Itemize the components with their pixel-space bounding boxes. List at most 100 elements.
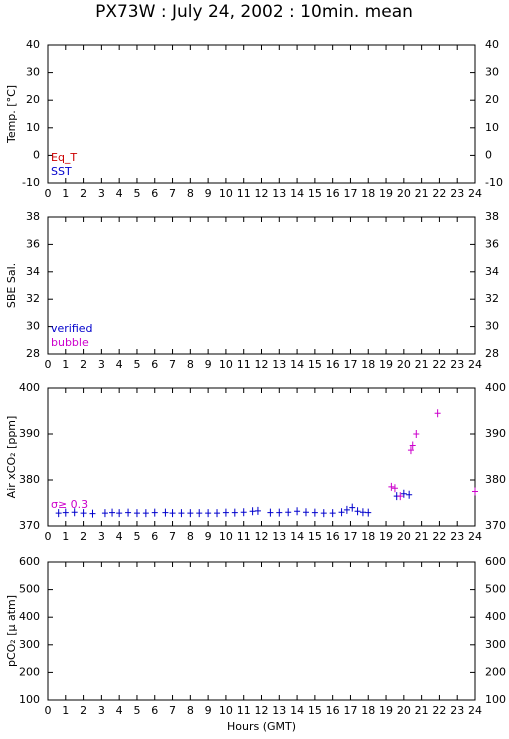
x-tick-label: 5 (133, 704, 140, 717)
x-tick-label: 22 (432, 704, 446, 717)
x-tick-label: 4 (116, 187, 123, 200)
x-tick-label: 12 (255, 358, 269, 371)
x-tick-label: 21 (415, 530, 429, 543)
y-tick-label: 30 (485, 320, 499, 333)
x-tick-label: 8 (187, 704, 194, 717)
x-tick-label: 21 (415, 358, 429, 371)
x-tick-label: 5 (133, 187, 140, 200)
y-tick-label: 500 (485, 583, 506, 596)
x-tick-label: 8 (187, 358, 194, 371)
x-tick-label: 17 (343, 358, 357, 371)
y-tick-label: 32 (485, 292, 499, 305)
data-point (354, 507, 361, 516)
y-tick-label: 390 (485, 427, 506, 440)
data-point (294, 507, 301, 516)
x-tick-label: 24 (468, 704, 482, 717)
y-tick-label: 100 (19, 693, 40, 706)
y-tick-label: 380 (485, 473, 506, 486)
x-tick-label: 7 (169, 358, 176, 371)
data-point (222, 508, 229, 517)
data-point (116, 509, 123, 518)
x-tick-label: 21 (415, 704, 429, 717)
x-tick-label: 22 (432, 358, 446, 371)
y-tick-label: 200 (485, 665, 506, 678)
x-tick-label: 1 (62, 530, 69, 543)
data-point (388, 482, 395, 491)
legend-label: bubble (51, 336, 89, 349)
x-tick-label: 8 (187, 530, 194, 543)
x-tick-label: 15 (308, 187, 322, 200)
x-tick-label: 18 (361, 704, 375, 717)
data-point (133, 509, 140, 518)
x-tick-label: 9 (205, 530, 212, 543)
x-tick-label: 8 (187, 187, 194, 200)
x-tick-label: 20 (397, 358, 411, 371)
y-tick-label: 28 (485, 347, 499, 360)
y-tick-label: 20 (485, 93, 499, 106)
x-tick-label: 14 (290, 530, 304, 543)
y-tick-label: -10 (22, 176, 40, 189)
data-point (285, 508, 292, 517)
x-tick-label: 17 (343, 187, 357, 200)
data-point (169, 509, 176, 518)
data-point (434, 409, 441, 418)
y-tick-label: 400 (19, 381, 40, 394)
y-axis-label: pCO₂ [μ atm] (5, 595, 18, 667)
x-tick-label: 4 (116, 704, 123, 717)
x-tick-label: 20 (397, 530, 411, 543)
y-tick-label: 38 (26, 210, 40, 223)
x-tick-label: 12 (255, 704, 269, 717)
y-tick-label: 20 (26, 93, 40, 106)
data-point (162, 508, 169, 517)
data-point (80, 509, 87, 518)
data-point (214, 509, 221, 518)
data-point (71, 508, 78, 517)
x-tick-label: 19 (379, 704, 393, 717)
y-tick-label: 0 (485, 148, 492, 161)
x-tick-label: 17 (343, 530, 357, 543)
data-point (276, 508, 283, 517)
y-tick-label: 400 (485, 610, 506, 623)
x-tick-label: 5 (133, 530, 140, 543)
x-tick-label: 9 (205, 704, 212, 717)
x-tick-label: 5 (133, 358, 140, 371)
y-tick-label: 30 (26, 66, 40, 79)
x-tick-label: 0 (45, 187, 52, 200)
x-tick-label: 23 (450, 358, 464, 371)
data-point (205, 509, 212, 518)
y-tick-label: 38 (485, 210, 499, 223)
y-tick-label: 40 (26, 38, 40, 51)
x-tick-label: 6 (151, 187, 158, 200)
y-tick-label: 100 (485, 693, 506, 706)
y-tick-label: 10 (485, 121, 499, 134)
page-title: PX73W : July 24, 2002 : 10min. mean (95, 2, 413, 22)
x-tick-label: 12 (255, 530, 269, 543)
x-tick-label: 10 (219, 358, 233, 371)
x-tick-label: 18 (361, 358, 375, 371)
data-point (311, 508, 318, 517)
data-point (472, 487, 478, 496)
y-tick-label: 10 (26, 121, 40, 134)
x-tick-label: 7 (169, 704, 176, 717)
y-tick-label: 34 (485, 265, 499, 278)
data-point (254, 506, 261, 515)
x-tick-label: 14 (290, 187, 304, 200)
data-point (101, 509, 108, 518)
x-tick-label: 2 (80, 704, 87, 717)
legend-label: SST (51, 165, 72, 178)
x-tick-label: 2 (80, 187, 87, 200)
x-tick-label: 19 (379, 187, 393, 200)
x-tick-label: 6 (151, 530, 158, 543)
x-tick-label: 22 (432, 530, 446, 543)
x-tick-label: 16 (326, 530, 340, 543)
x-tick-label: 24 (468, 187, 482, 200)
data-point (338, 508, 345, 517)
y-tick-label: 300 (485, 638, 506, 651)
data-point (142, 509, 149, 518)
x-tick-label: 11 (237, 530, 251, 543)
x-tick-label: 9 (205, 187, 212, 200)
data-point (406, 490, 413, 499)
y-axis-label: Temp. [°C] (5, 85, 18, 144)
data-point (349, 503, 356, 512)
